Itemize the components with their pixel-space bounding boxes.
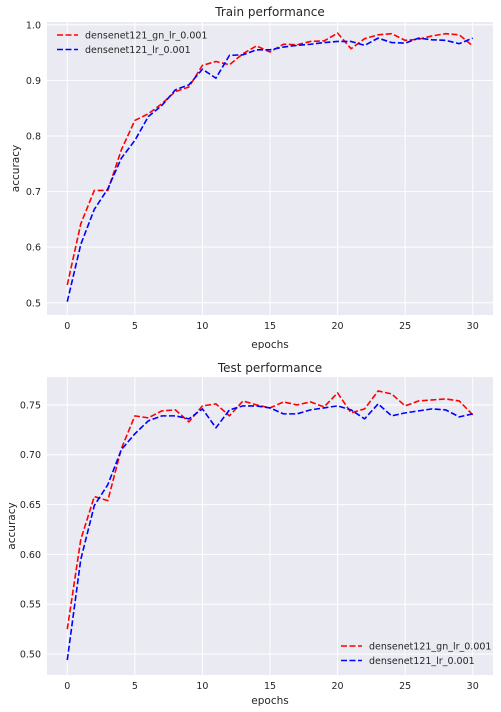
y-tick-label: 0.8 — [26, 131, 41, 142]
legend-entry: densenet121_lr_0.001 — [85, 45, 191, 56]
y-tick-label: 0.55 — [20, 600, 41, 611]
x-tick-label: 5 — [132, 321, 138, 332]
x-axis-label: epochs — [251, 695, 288, 707]
x-tick-label: 0 — [64, 681, 70, 692]
y-tick-label: 0.75 — [20, 400, 41, 411]
legend-entry: densenet121_gn_lr_0.001 — [369, 642, 491, 653]
y-tick-label: 0.7 — [26, 187, 41, 198]
x-tick-label: 15 — [264, 681, 276, 692]
y-tick-label: 0.9 — [26, 76, 41, 87]
y-axis-label: accuracy — [6, 502, 18, 549]
x-tick-label: 0 — [64, 321, 70, 332]
series-line-base — [66, 37, 474, 302]
chart-title: Test performance — [217, 361, 322, 375]
y-tick-label: 0.70 — [20, 450, 41, 461]
y-tick-label: 0.6 — [26, 243, 41, 254]
x-tick-label: 10 — [196, 681, 208, 692]
legend-entry: densenet121_lr_0.001 — [369, 656, 475, 667]
chart-title: Train performance — [214, 5, 324, 19]
series-line-base — [66, 403, 473, 661]
legend-entry: densenet121_gn_lr_0.001 — [85, 31, 207, 42]
x-tick-label: 5 — [132, 681, 138, 692]
y-tick-label: 0.65 — [20, 500, 41, 511]
x-tick-label: 25 — [399, 321, 411, 332]
chart-train: 0 5 10 15 20 25 30 0.5 0.6 0.7 0.8 0.9 1.0 Train perf… — [10, 5, 493, 351]
x-axis-label: epochs — [251, 339, 288, 351]
y-tick-label: 1.0 — [26, 20, 41, 31]
x-tick-label: 10 — [196, 321, 208, 332]
legend: densenet121_gn_lr_0.001 densenet121_lr_0.… — [341, 642, 491, 667]
x-tick-label: 30 — [467, 321, 479, 332]
chart-test: 0 5 10 15 20 25 30 0.50 0.55 0.60 0.65 0.70 0.75 Test… — [6, 361, 493, 707]
x-tick-label: 15 — [264, 321, 276, 332]
y-tick-label: 0.60 — [20, 550, 41, 561]
x-tick-label: 30 — [467, 681, 479, 692]
legend: densenet121_gn_lr_0.001 densenet121_lr_0.… — [57, 31, 207, 56]
x-tick-label: 25 — [399, 681, 411, 692]
y-tick-label: 0.5 — [26, 298, 41, 309]
y-tick-label: 0.50 — [20, 650, 41, 661]
x-tick-label: 20 — [332, 681, 344, 692]
y-axis-label: accuracy — [10, 145, 22, 192]
x-tick-label: 20 — [332, 321, 344, 332]
series-line-gn — [66, 32, 474, 286]
